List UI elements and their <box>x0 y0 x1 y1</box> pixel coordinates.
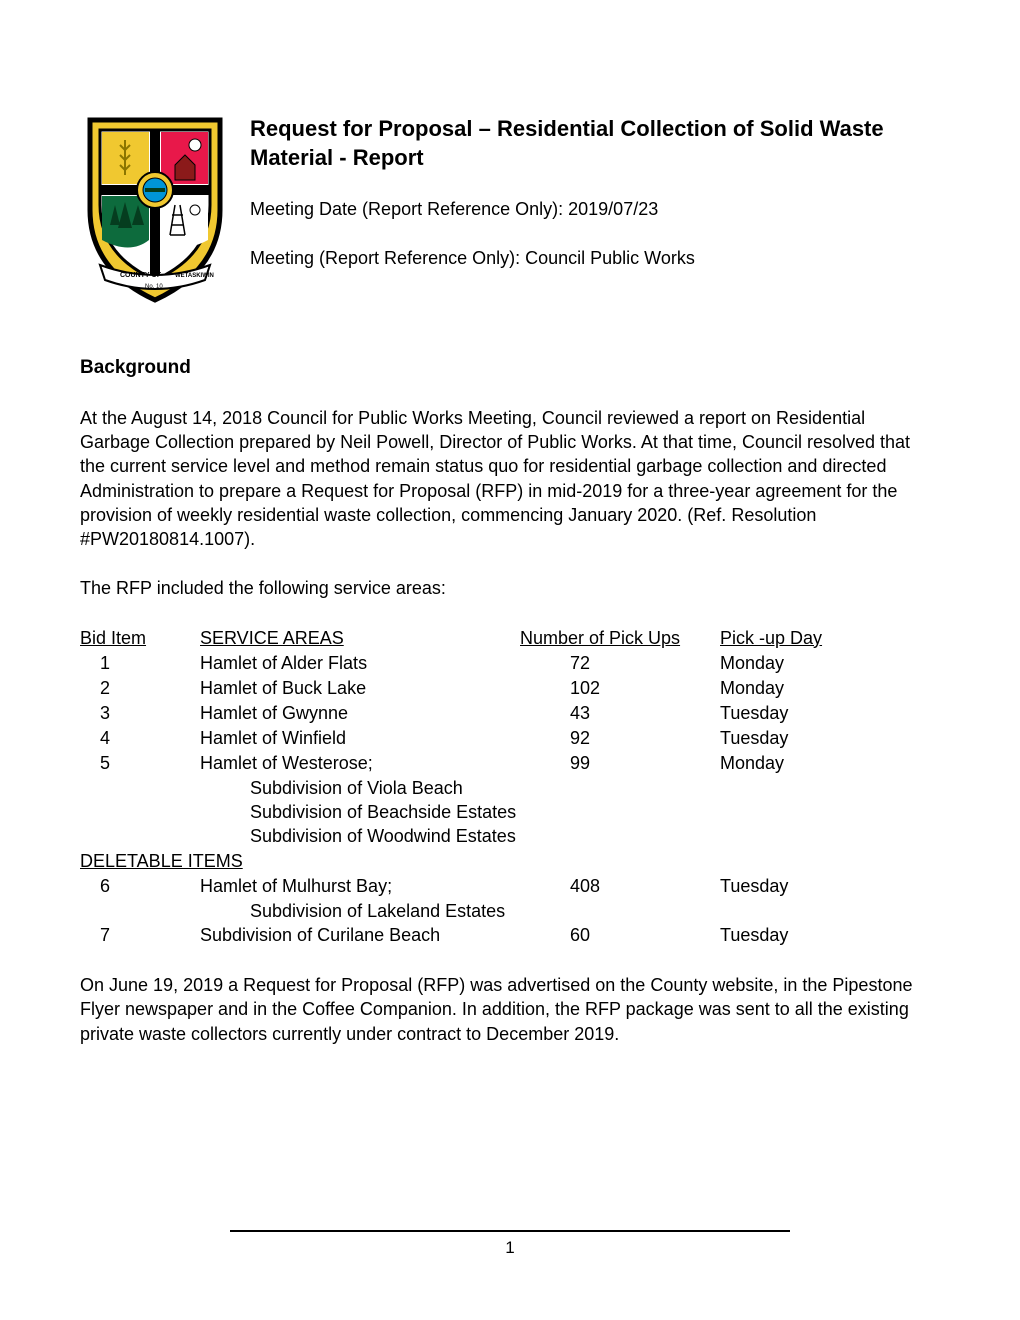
rfp-intro: The RFP included the following service a… <box>80 576 940 600</box>
table-row: 6 Hamlet of Mulhurst Bay; 408 Tuesday <box>80 874 940 899</box>
document-title: Request for Proposal – Residential Colle… <box>250 115 940 172</box>
table-row: 1 Hamlet of Alder Flats 72 Monday <box>80 651 940 676</box>
meeting-date-label: Meeting Date (Report Reference Only): <box>250 199 568 219</box>
service-cell: Hamlet of Westerose; <box>200 751 520 776</box>
header-pickup-day: Pick -up Day <box>720 626 940 651</box>
svg-text:WETASKIWIN: WETASKIWIN <box>175 273 214 279</box>
bid-cell: 3 <box>80 701 200 726</box>
table-header-row: Bid Item SERVICE AREAS Number of Pick Up… <box>80 626 940 651</box>
day-cell: Monday <box>720 751 940 776</box>
pickups-cell: 60 <box>520 923 720 948</box>
pickups-cell: 99 <box>520 751 720 776</box>
page-number: 1 <box>80 1237 940 1260</box>
header-pickups: Number of Pick Ups <box>520 626 720 651</box>
bid-cell: 1 <box>80 651 200 676</box>
sub-item: Subdivision of Beachside Estates <box>80 800 940 824</box>
bid-cell: 5 <box>80 751 200 776</box>
bid-cell: 7 <box>80 923 200 948</box>
meeting-name: Meeting (Report Reference Only): Council… <box>250 246 940 270</box>
service-areas-table: Bid Item SERVICE AREAS Number of Pick Up… <box>80 626 940 948</box>
deletable-header-row: DELETABLE ITEMS <box>80 849 940 874</box>
meeting-label: Meeting (Report Reference Only): <box>250 248 525 268</box>
meeting-date-value: 2019/07/23 <box>568 199 658 219</box>
table-row: 2 Hamlet of Buck Lake 102 Monday <box>80 676 940 701</box>
svg-text:No. 10: No. 10 <box>145 284 163 290</box>
svg-text:COUNTY OF: COUNTY OF <box>120 272 162 279</box>
pickups-cell: 408 <box>520 874 720 899</box>
background-heading: Background <box>80 355 940 381</box>
day-cell: Tuesday <box>720 701 940 726</box>
service-cell: Hamlet of Buck Lake <box>200 676 520 701</box>
header-text: Request for Proposal – Residential Colle… <box>250 110 940 305</box>
header-section: COUNTY OF WETASKIWIN No. 10 Request for … <box>80 110 940 305</box>
header-service-areas: SERVICE AREAS <box>200 626 520 651</box>
footer-divider <box>230 1230 790 1232</box>
county-logo: COUNTY OF WETASKIWIN No. 10 <box>80 110 230 305</box>
service-cell: Subdivision of Curilane Beach <box>200 923 520 948</box>
bid-cell: 2 <box>80 676 200 701</box>
background-paragraph: At the August 14, 2018 Council for Publi… <box>80 406 940 552</box>
closing-paragraph: On June 19, 2019 a Request for Proposal … <box>80 973 940 1046</box>
day-cell: Monday <box>720 651 940 676</box>
day-cell: Tuesday <box>720 923 940 948</box>
meeting-date: Meeting Date (Report Reference Only): 20… <box>250 197 940 221</box>
deletable-items-header: DELETABLE ITEMS <box>80 849 243 874</box>
service-cell: Hamlet of Gwynne <box>200 701 520 726</box>
pickups-cell: 92 <box>520 726 720 751</box>
table-row: 4 Hamlet of Winfield 92 Tuesday <box>80 726 940 751</box>
sub-item: Subdivision of Woodwind Estates <box>80 824 940 848</box>
page-footer: 1 <box>80 1230 940 1260</box>
table-row: 5 Hamlet of Westerose; 99 Monday <box>80 751 940 776</box>
pickups-cell: 102 <box>520 676 720 701</box>
day-cell: Tuesday <box>720 726 940 751</box>
day-cell: Monday <box>720 676 940 701</box>
sub-item: Subdivision of Lakeland Estates <box>80 899 940 923</box>
service-cell: Hamlet of Alder Flats <box>200 651 520 676</box>
pickups-cell: 72 <box>520 651 720 676</box>
bid-cell: 6 <box>80 874 200 899</box>
pickups-cell: 43 <box>520 701 720 726</box>
service-cell: Hamlet of Mulhurst Bay; <box>200 874 520 899</box>
table-row: 3 Hamlet of Gwynne 43 Tuesday <box>80 701 940 726</box>
table-row: 7 Subdivision of Curilane Beach 60 Tuesd… <box>80 923 940 948</box>
meeting-name-value: Council Public Works <box>525 248 695 268</box>
header-bid-item: Bid Item <box>80 626 200 651</box>
sub-item: Subdivision of Viola Beach <box>80 776 940 800</box>
bid-cell: 4 <box>80 726 200 751</box>
day-cell: Tuesday <box>720 874 940 899</box>
service-cell: Hamlet of Winfield <box>200 726 520 751</box>
